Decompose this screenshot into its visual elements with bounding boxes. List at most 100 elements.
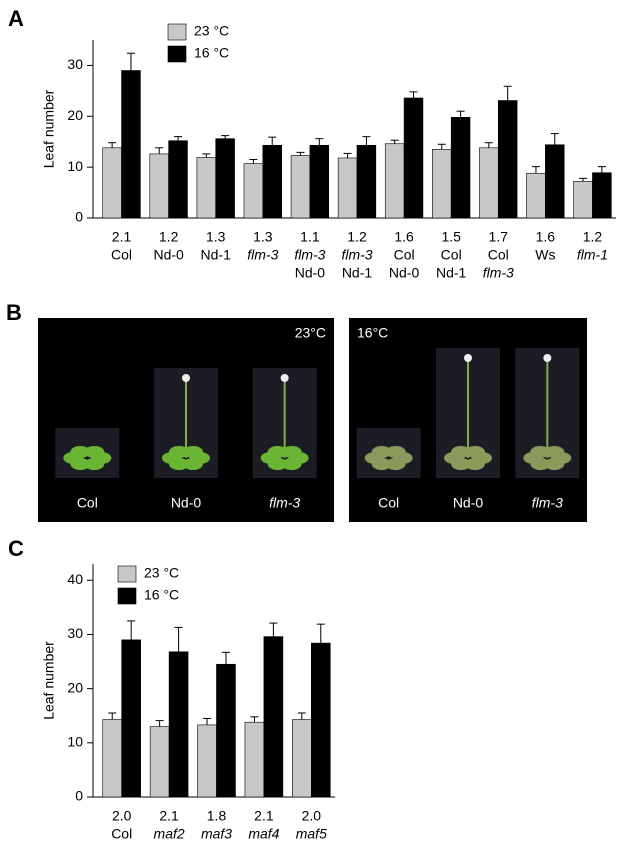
x-tick-label: Col <box>111 826 132 842</box>
bar <box>121 70 141 219</box>
plant-leaf <box>465 458 485 471</box>
y-tick-label: 0 <box>75 209 83 225</box>
bar <box>102 147 122 219</box>
x-tick-label: 1.3 <box>206 229 226 245</box>
x-tick-label: 1.7 <box>489 229 509 245</box>
x-tick-label: 1.2 <box>347 229 367 245</box>
bar <box>121 639 141 798</box>
x-tick-label: maf4 <box>248 826 279 842</box>
x-tick-label: 1.6 <box>536 229 556 245</box>
x-tick-label: 2.0 <box>112 808 132 824</box>
bar <box>168 140 188 219</box>
legend-swatch <box>117 565 137 583</box>
y-tick-label: 20 <box>67 679 83 695</box>
bar <box>356 144 377 219</box>
y-tick-label: 30 <box>67 56 83 72</box>
y-tick-label: 0 <box>75 788 83 804</box>
panel-label: B <box>6 300 22 325</box>
x-tick-label: 1.5 <box>441 229 461 245</box>
bar <box>573 181 593 219</box>
bar <box>262 144 282 219</box>
x-tick-label: Nd-0 <box>389 265 420 281</box>
y-axis-label: Leaf number <box>41 89 57 168</box>
y-tick-label: 10 <box>67 734 83 750</box>
legend-label: 16 °C <box>144 587 179 603</box>
x-tick-label: Nd-1 <box>201 247 232 263</box>
bar <box>309 144 330 219</box>
panel-label: C <box>8 536 24 561</box>
legend-swatch <box>167 45 187 63</box>
plant-leaf <box>371 445 392 458</box>
bar <box>216 663 236 798</box>
plant-leaf <box>70 445 91 458</box>
x-tick-label: Nd-1 <box>342 265 373 281</box>
photo-temperature: 16°C <box>357 325 388 341</box>
bar <box>310 642 331 798</box>
bar <box>479 147 499 219</box>
x-tick-label: 1.6 <box>394 229 414 245</box>
bar <box>497 100 518 219</box>
plant-leaf <box>465 445 485 458</box>
panel-label: A <box>8 6 24 31</box>
plant-leaf <box>281 458 302 471</box>
x-tick-label: 1.2 <box>583 229 603 245</box>
x-tick-label: flm-1 <box>577 247 608 263</box>
x-tick-label: Col <box>394 247 415 263</box>
plant-flower <box>543 354 552 362</box>
photo-label: flm-3 <box>269 495 300 511</box>
bar <box>592 172 612 219</box>
bar <box>432 149 452 219</box>
photo-temperature: 23°C <box>295 325 326 341</box>
x-tick-label: Nd-1 <box>436 265 467 281</box>
legend-swatch <box>167 23 187 41</box>
plant-leaf <box>385 458 406 471</box>
photo-label: Col <box>77 495 98 511</box>
photo-label: Nd-0 <box>453 495 484 511</box>
legend-label: 23 °C <box>144 565 179 581</box>
plant-leaf <box>385 445 406 458</box>
y-tick-label: 30 <box>67 625 83 641</box>
legend-label: 23 °C <box>194 23 229 39</box>
bar <box>292 719 312 798</box>
photo-label: flm-3 <box>532 495 563 511</box>
bar <box>263 636 284 798</box>
y-axis-label: Leaf number <box>41 641 57 720</box>
plant-leaf <box>183 445 203 458</box>
legend-label: 16 °C <box>194 45 229 61</box>
bar <box>290 155 311 219</box>
y-tick-label: 40 <box>67 571 83 587</box>
bar <box>244 721 265 798</box>
x-tick-label: Nd-0 <box>153 247 184 263</box>
plant-leaf <box>84 445 105 458</box>
y-tick-label: 10 <box>67 158 83 174</box>
bar <box>545 144 565 219</box>
plant-leaf <box>451 445 471 458</box>
bar <box>215 138 235 219</box>
x-tick-label: 2.0 <box>302 808 322 824</box>
bar <box>243 163 264 219</box>
bar <box>197 724 217 798</box>
x-tick-label: Col <box>111 247 132 263</box>
x-tick-label: flm-3 <box>483 265 514 281</box>
x-tick-label: 1.8 <box>207 808 227 824</box>
x-tick-label: Nd-0 <box>295 265 326 281</box>
x-tick-label: maf2 <box>154 826 185 842</box>
photo-label: Col <box>378 495 399 511</box>
x-tick-label: maf3 <box>201 826 232 842</box>
plant-leaf <box>544 445 565 458</box>
plant-leaf <box>267 445 288 458</box>
plant-flower <box>464 354 472 362</box>
photo-label: Nd-0 <box>171 495 202 511</box>
x-tick-label: flm-3 <box>247 247 278 263</box>
bar <box>149 153 169 219</box>
bar <box>450 117 471 219</box>
bar <box>337 157 358 219</box>
plant-flower <box>280 374 289 382</box>
plant-leaf <box>281 445 302 458</box>
y-tick-label: 20 <box>67 107 83 123</box>
x-tick-label: 1.3 <box>253 229 273 245</box>
x-tick-label: maf5 <box>296 826 327 842</box>
legend-swatch <box>117 587 137 605</box>
bar <box>102 719 122 798</box>
